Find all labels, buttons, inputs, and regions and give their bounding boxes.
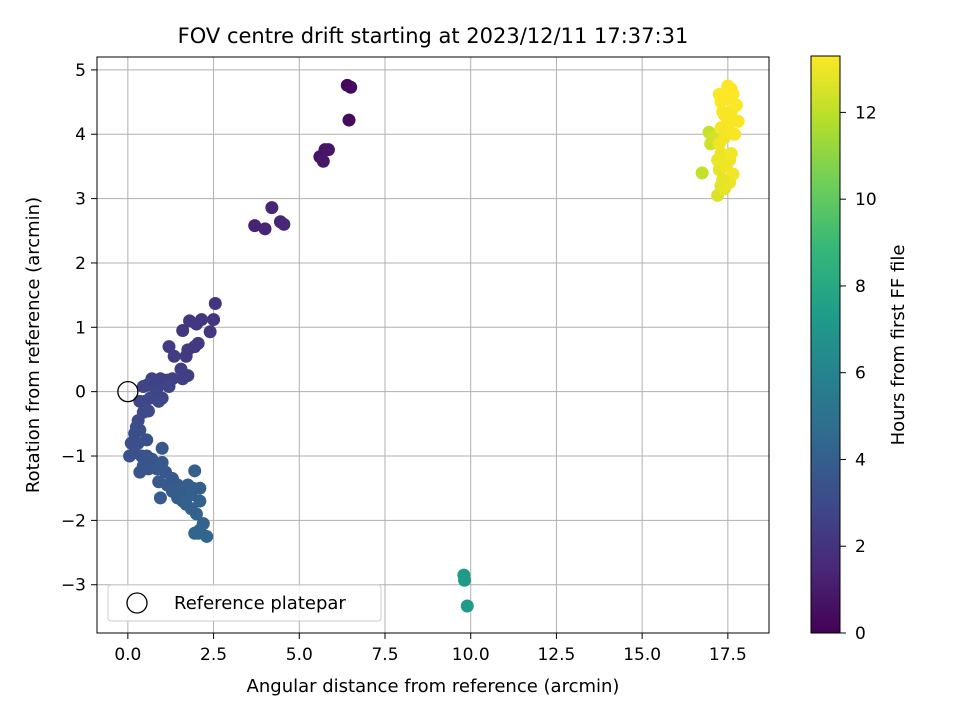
colorbar-label: Hours from first FF file: [888, 245, 909, 446]
data-point: [248, 219, 262, 233]
data-point: [193, 494, 207, 508]
colorbar: [810, 55, 841, 634]
x-tick-label: 17.5: [709, 645, 747, 665]
data-point: [123, 449, 137, 463]
x-axis-ticks: 0.0 2.5 5.0 7.5 10.0 12.5 15.0 17.5: [114, 633, 747, 665]
colorbar-tick-label: 0: [855, 624, 866, 644]
colorbar-tick-label: 12: [855, 103, 877, 123]
x-tick-label: 15.0: [623, 645, 661, 665]
data-point: [458, 573, 472, 587]
x-tick-label: 7.5: [371, 645, 398, 665]
colorbar-tick-label: 8: [855, 277, 866, 297]
x-tick-label: 12.5: [537, 645, 575, 665]
y-axis-ticks: −3 −2 −1 0 1 2 3 4 5: [61, 61, 97, 596]
data-point: [712, 87, 726, 101]
chart-title: FOV centre drift starting at 2023/12/11 …: [178, 24, 689, 48]
data-point: [162, 340, 176, 354]
data-point: [724, 147, 738, 161]
data-point: [136, 380, 150, 394]
x-axis-label: Angular distance from reference (arcmin): [247, 676, 620, 697]
grid: [97, 57, 769, 633]
data-point: [321, 143, 335, 157]
data-point: [208, 296, 222, 310]
y-tick-label: 2: [75, 254, 86, 274]
data-point: [140, 433, 154, 447]
data-point: [724, 82, 738, 96]
y-tick-label: 3: [75, 190, 86, 210]
data-point: [717, 108, 731, 122]
legend-entry-reference: Reference platepar: [174, 593, 346, 614]
data-point: [203, 325, 217, 339]
y-tick-label: 4: [75, 125, 86, 145]
data-point: [179, 349, 193, 363]
colorbar-tick-label: 6: [855, 364, 866, 384]
y-tick-label: −1: [61, 447, 86, 467]
colorbar-tick-label: 10: [855, 190, 877, 210]
data-point: [189, 507, 203, 521]
data-point: [162, 380, 176, 394]
data-point: [265, 201, 279, 215]
data-point: [207, 313, 221, 327]
data-point: [716, 172, 730, 186]
reference-platepar-marker: [117, 381, 139, 403]
data-point: [460, 599, 474, 613]
legend-box: [107, 584, 382, 622]
data-point: [181, 369, 195, 383]
data-point: [188, 464, 202, 478]
data-point: [176, 324, 190, 338]
data-point: [316, 154, 330, 168]
data-point: [183, 314, 197, 328]
data-point: [153, 491, 167, 505]
y-tick-label: 0: [75, 383, 86, 403]
plot-frame: [96, 56, 770, 634]
legend: Reference platepar: [107, 584, 382, 622]
legend-reference-marker: [126, 592, 148, 614]
data-points: [123, 78, 745, 613]
data-point: [731, 114, 745, 128]
y-tick-label: 1: [75, 318, 86, 338]
colorbar-tick-label: 2: [855, 537, 866, 557]
data-point: [191, 526, 205, 540]
x-tick-label: 10.0: [452, 645, 490, 665]
data-point: [167, 349, 181, 363]
data-point: [152, 394, 166, 408]
colorbar-ticks: 0 2 4 6 8 10 12: [840, 103, 877, 644]
data-point: [342, 113, 356, 127]
data-point: [728, 127, 742, 141]
data-point: [133, 465, 147, 479]
x-tick-label: 0.0: [114, 645, 141, 665]
data-point: [258, 222, 272, 236]
y-tick-label: −3: [61, 576, 86, 596]
data-point: [155, 441, 169, 455]
y-tick-label: −2: [61, 511, 86, 531]
y-tick-label: 5: [75, 61, 86, 81]
reference-layer: [117, 381, 139, 403]
colorbar-tick-label: 4: [855, 450, 866, 470]
data-point: [695, 166, 709, 180]
data-point: [133, 394, 147, 408]
x-tick-label: 2.5: [200, 645, 227, 665]
x-tick-label: 5.0: [286, 645, 313, 665]
y-axis-label: Rotation from reference (arcmin): [23, 197, 44, 493]
data-point: [344, 80, 358, 94]
data-point: [277, 217, 291, 231]
